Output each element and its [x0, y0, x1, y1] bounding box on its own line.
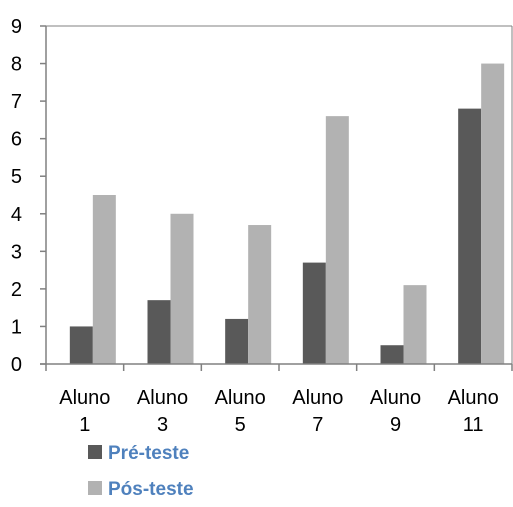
- x-tick-label: Aluno 9: [370, 387, 421, 436]
- legend-swatch-pre: [88, 445, 102, 459]
- y-tick-label: 9: [11, 16, 22, 38]
- axes-layer: [40, 25, 513, 371]
- bar-pre-1: [147, 300, 171, 364]
- bar-pre-4: [380, 345, 404, 364]
- plot-frame: [46, 25, 513, 364]
- bar-pre-3: [302, 262, 326, 364]
- y-tick-label: 6: [11, 129, 22, 151]
- y-tick-label: 3: [11, 241, 22, 263]
- y-tick-label: 2: [11, 279, 22, 301]
- bar-pos-5: [481, 63, 505, 365]
- y-tick-label: 5: [11, 166, 22, 188]
- bars-layer: [69, 63, 505, 365]
- x-tick-label: Aluno 5: [215, 387, 266, 436]
- y-tick-label: 1: [11, 316, 22, 338]
- legend-label-pos: Pós-teste: [108, 479, 194, 500]
- x-tick-label: Aluno 11: [448, 387, 499, 436]
- bar-pos-1: [170, 213, 194, 364]
- bar-pre-0: [69, 326, 93, 364]
- bar-pos-0: [92, 195, 116, 364]
- legend: Pré-teste Pós-teste: [88, 443, 194, 500]
- y-tick-label: 8: [11, 54, 22, 76]
- labels-layer: 0 1 2 3 4 5 6 7 8 9 Aluno 1 Aluno 3 Aluno 5 Aluno 7 Aluno 9…: [11, 16, 499, 436]
- x-tick-label: Aluno 3: [137, 387, 188, 436]
- x-tick-label: Aluno 1: [59, 387, 110, 436]
- legend-swatch-pos: [88, 481, 102, 495]
- bar-pos-2: [248, 225, 272, 364]
- legend-label-pre: Pré-teste: [108, 443, 189, 464]
- bar-pre-5: [458, 108, 482, 365]
- bar-pos-4: [403, 285, 427, 364]
- y-tick-label: 7: [11, 91, 22, 113]
- y-tick-label: 0: [11, 354, 22, 376]
- y-tick-label: 4: [11, 204, 22, 226]
- bar-pre-2: [225, 318, 249, 364]
- x-tick-label: Aluno 7: [292, 387, 343, 436]
- bar-pos-3: [325, 116, 349, 364]
